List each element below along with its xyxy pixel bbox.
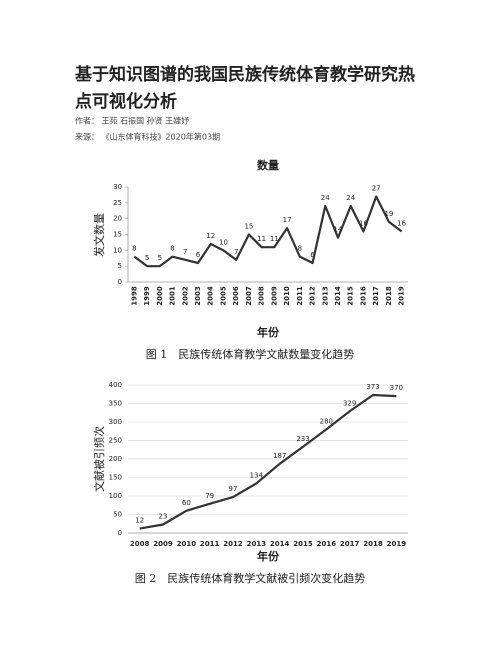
data-label: 23 — [159, 512, 168, 520]
data-label: 134 — [250, 471, 264, 479]
x-tick-label: 2015 — [347, 286, 355, 306]
data-label: 15 — [244, 223, 253, 231]
x-tick-label: 2004 — [207, 286, 215, 306]
data-label: 6 — [310, 251, 315, 259]
data-label: 5 — [158, 254, 162, 262]
x-tick-label: 2003 — [194, 286, 202, 306]
x-tick-label: 2009 — [153, 540, 173, 548]
y-tick-label: 0 — [118, 278, 122, 286]
data-label: 12 — [206, 232, 215, 240]
x-tick-label: 2017 — [340, 540, 360, 548]
title-line: 点可视化分析 — [75, 91, 177, 112]
x-tick-label: 2001 — [169, 286, 177, 306]
y-tick-label: 50 — [113, 511, 122, 519]
data-label: 14 — [334, 226, 343, 234]
data-label: 24 — [321, 194, 330, 202]
x-tick-label: 2016 — [317, 540, 337, 548]
x-tick-label: 2011 — [296, 286, 304, 306]
data-label: 6 — [196, 251, 201, 259]
x-tick-label: 2000 — [156, 286, 164, 306]
data-label: 8 — [132, 245, 136, 253]
x-tick-label: 2009 — [270, 286, 278, 306]
x-tick-label: 2011 — [200, 540, 220, 548]
x-tick-label: 2013 — [247, 540, 267, 548]
source: 来源： 《山东体育科技》2020年第03期 — [75, 132, 220, 142]
x-tick-label: 2010 — [177, 540, 197, 548]
data-label: 16 — [359, 219, 368, 227]
data-label: 16 — [397, 219, 406, 227]
x-tick-label: 2018 — [363, 540, 383, 548]
data-label: 97 — [229, 485, 238, 493]
data-label: 7 — [183, 248, 187, 256]
data-label: 24 — [346, 194, 355, 202]
y-axis-label: 发文数量 — [92, 213, 106, 257]
x-tick-label: 1999 — [143, 286, 151, 306]
data-label: 17 — [283, 216, 292, 224]
x-tick-label: 2010 — [283, 286, 291, 306]
data-label: 19 — [384, 210, 393, 218]
data-label: 12 — [135, 517, 144, 525]
y-tick-label: 25 — [113, 199, 122, 207]
data-label: 373 — [366, 383, 379, 391]
doc-title: 基于知识图谱的我国民族传统体育教学研究热点可视化分析 — [74, 64, 415, 112]
data-label: 79 — [205, 492, 214, 500]
data-label: 11 — [270, 235, 279, 243]
x-tick-label: 2015 — [293, 540, 313, 548]
y-tick-label: 350 — [109, 400, 122, 408]
data-label: 8 — [170, 245, 174, 253]
data-label: 187 — [273, 452, 286, 460]
x-tick-label: 2014 — [334, 286, 342, 306]
data-label: 60 — [182, 499, 191, 507]
y-tick-label: 15 — [113, 231, 122, 239]
x-tick-label: 2007 — [245, 286, 253, 306]
x-tick-label: 2005 — [219, 286, 227, 306]
x-tick-label: 1998 — [130, 286, 138, 306]
y-tick-label: 150 — [109, 474, 122, 482]
data-label: 5 — [145, 254, 149, 262]
x-tick-label: 2012 — [309, 286, 317, 306]
x-tick-label: 2019 — [387, 540, 407, 548]
data-line — [133, 195, 403, 268]
x-tick-label: 2012 — [223, 540, 243, 548]
y-tick-label: 0 — [118, 529, 122, 537]
x-axis-label: 年份 — [257, 325, 280, 339]
y-tick-label: 250 — [109, 437, 122, 445]
y-tick-label: 10 — [113, 246, 122, 254]
x-tick-label: 2013 — [321, 286, 329, 306]
x-tick-label: 2002 — [181, 286, 189, 306]
y-tick-label: 30 — [113, 183, 122, 191]
figure-caption: 图 1 民族传统体育教学文献数量变化趋势 — [146, 347, 355, 361]
data-label: 8 — [298, 245, 302, 253]
y-tick-label: 400 — [109, 381, 122, 389]
x-tick-label: 2019 — [398, 286, 406, 306]
x-tick-label: 2008 — [258, 286, 266, 306]
y-tick-label: 100 — [109, 492, 122, 500]
data-label: 329 — [343, 399, 356, 407]
author: 作者： 王苑 石振国 孙贤 王婕妤 — [75, 116, 189, 126]
x-tick-label: 2014 — [270, 540, 290, 548]
x-tick-label: 2008 — [130, 540, 150, 548]
x-tick-label: 2018 — [385, 286, 393, 306]
x-tick-label: 2006 — [232, 286, 240, 306]
y-tick-label: 5 — [118, 262, 122, 270]
data-label: 280 — [320, 417, 333, 425]
x-tick-label: 2017 — [372, 286, 380, 306]
data-label: 233 — [296, 435, 309, 443]
data-line — [139, 393, 397, 530]
y-tick-label: 20 — [113, 215, 122, 223]
x-tick-label: 2016 — [359, 286, 367, 306]
chart-title: 数量 — [257, 158, 279, 172]
data-label: 11 — [257, 235, 266, 243]
x-axis-label: 年份 — [257, 549, 280, 563]
y-axis-label: 文献被引频次 — [92, 426, 106, 492]
y-tick-label: 300 — [109, 418, 122, 426]
data-label: 27 — [372, 185, 381, 193]
y-tick-label: 200 — [109, 455, 122, 463]
figure-caption: 图 2 民族传统体育教学文献被引频次变化趋势 — [135, 571, 366, 585]
data-label: 370 — [390, 384, 403, 392]
data-label: 10 — [219, 238, 228, 246]
title-line: 基于知识图谱的我国民族传统体育教学研究热 — [74, 64, 415, 85]
data-label: 7 — [234, 248, 238, 256]
